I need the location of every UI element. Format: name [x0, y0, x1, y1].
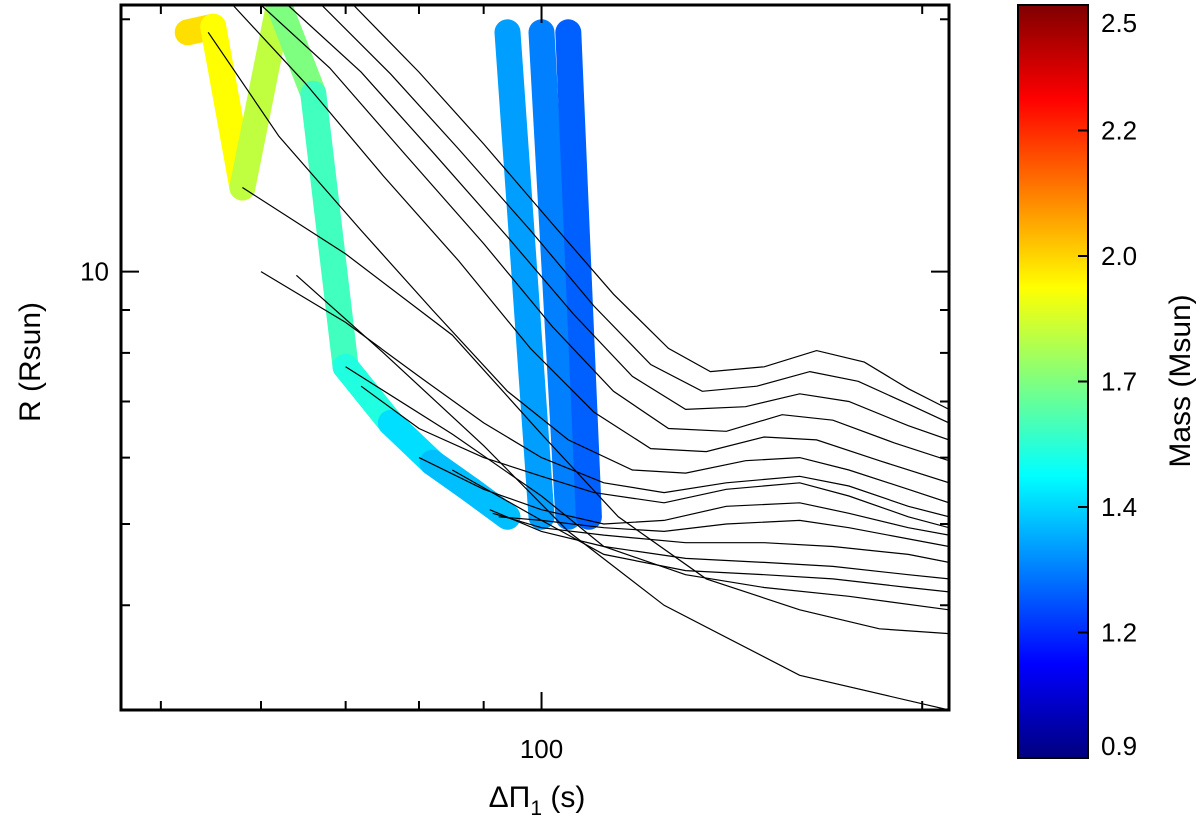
mass-band-segment-8: [458, 477, 521, 530]
colorbar-tick-label-0: 0.9: [1101, 731, 1137, 761]
colorbar-tick-label-2: 1.4: [1101, 492, 1137, 522]
plot-frame: [119, 3, 951, 712]
colorbar-tick-label-5: 2.2: [1101, 116, 1137, 146]
track-line-14: [321, 5, 949, 424]
colorbar-tick-label-4: 2.0: [1101, 241, 1137, 271]
colorbar-tick-label-3: 1.7: [1101, 367, 1137, 397]
y-tick-label-10: 10: [80, 257, 109, 287]
mass-band: [174, 5, 602, 530]
track-line-7: [418, 457, 949, 536]
colorbar-tick-label-6: 2.5: [1101, 8, 1137, 38]
track-line-5: [492, 512, 949, 563]
axis-ticks: [121, 5, 949, 710]
track-line-6: [498, 516, 949, 548]
track-line-8: [360, 385, 949, 529]
mass-band-segment-11: [555, 19, 602, 530]
track-line-1: [242, 186, 949, 635]
mass-band-segment-4: [300, 80, 359, 380]
colorbar-tick-label-1: 1.2: [1101, 618, 1137, 648]
mass-band-segment-3: [266, 5, 327, 107]
mass-band-segment-2: [229, 5, 292, 201]
x-axis-label-unit: (s): [542, 781, 585, 814]
x-axis-label-main: ΔΠ: [489, 781, 531, 814]
track-line-9: [260, 271, 949, 518]
track-line-12: [260, 5, 949, 462]
track-line-0: [296, 274, 949, 710]
track-line-3: [452, 469, 949, 593]
y-axis-label: R (Rsun): [14, 302, 47, 422]
x-axis-label: ΔΠ1 (s): [489, 781, 586, 818]
colorbar-ticks: 0.9 1.2 1.4 1.7 2.0 2.2 2.5: [1078, 8, 1137, 761]
track-line-13: [287, 5, 949, 441]
track-lines: [207, 5, 949, 710]
colorbar: [1017, 4, 1089, 759]
track-line-2: [345, 366, 949, 611]
x-tick-label-100: 100: [520, 734, 563, 764]
colorbar-label: Mass (Msun): [1164, 294, 1197, 467]
mass-band-segment-9: [494, 19, 555, 530]
track-line-10: [207, 31, 949, 504]
track-line-15: [352, 5, 949, 410]
track-line-4: [489, 509, 949, 580]
track-line-11: [232, 5, 949, 484]
x-axis-label-sub: 1: [530, 797, 542, 818]
